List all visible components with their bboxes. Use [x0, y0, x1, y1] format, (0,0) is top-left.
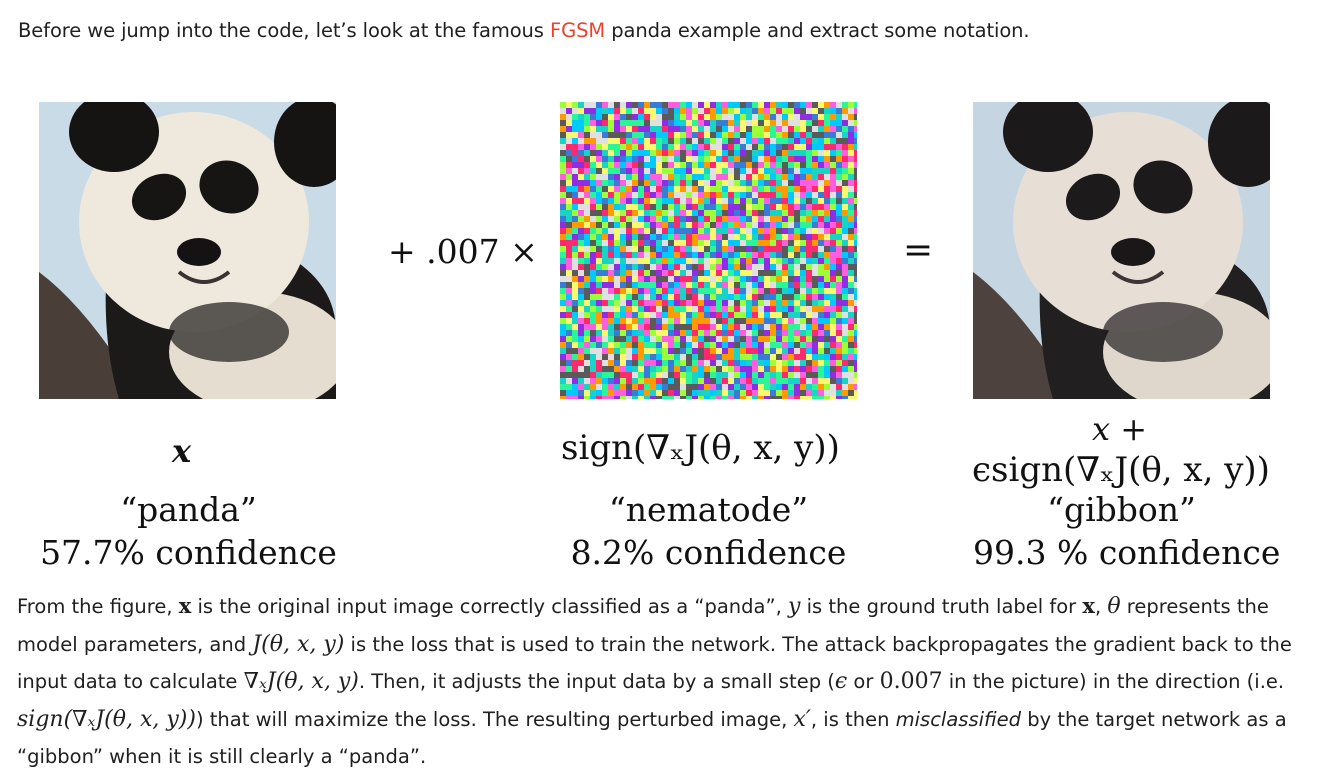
math-y: y — [788, 594, 801, 619]
para-text: represents the model parameters, and — [17, 595, 1269, 656]
adversarial-panda-image — [973, 102, 1270, 399]
noise-image — [560, 102, 857, 399]
operator-plus: + .007 × — [388, 232, 538, 271]
intro-before: Before we jump into the code, let’s look… — [18, 19, 550, 42]
class-nematode: “nematode” — [608, 490, 809, 529]
math-epsilon: ϵ — [834, 669, 848, 694]
math-x: x — [1082, 593, 1095, 618]
para-text: , is then — [810, 707, 896, 731]
para-text: in the picture) in the direction (i.e. — [942, 670, 1285, 693]
para-text: , — [1094, 595, 1108, 618]
label-sign-gradient: sign(∇ₓJ(θ, x, y)) — [561, 428, 840, 468]
intro-after: panda example and extract some notation. — [605, 19, 1030, 42]
label-x-plus: x + — [1092, 410, 1148, 448]
para-text: From the figure, — [17, 595, 179, 618]
para-text: ) that will maximize the loss. The resul… — [195, 707, 794, 731]
confidence-panda: 57.7% confidence — [40, 533, 337, 572]
operator-equals: = — [903, 230, 934, 271]
math-sign: sign(∇ₓJ(θ, x, y)) — [17, 706, 196, 732]
math-theta: θ — [1107, 594, 1121, 619]
math-x: x — [178, 593, 192, 618]
para-text: . Then, it adjusts the input data by a s… — [358, 670, 835, 693]
math-gradient: ∇ₓJ(θ, x, y) — [243, 669, 359, 694]
math-xprime: x′ — [793, 706, 811, 732]
explanation-paragraph: From the figure, x is the original input… — [17, 587, 1317, 776]
label-eps-sign-gradient: ϵsign(∇ₓJ(θ, x, y)) — [972, 450, 1270, 490]
class-panda: “panda” — [120, 490, 257, 529]
para-text: or — [847, 670, 880, 693]
confidence-gibbon: 99.3 % confidence — [973, 533, 1281, 572]
para-text: is the ground truth label for — [800, 595, 1083, 618]
label-x: x — [172, 432, 192, 470]
fgsm-link[interactable]: FGSM — [549, 19, 606, 42]
intro-text: Before we jump into the code, let’s look… — [18, 19, 1030, 42]
para-text: by the target network as a “gibbon” when… — [17, 707, 1287, 769]
math-loss: J(θ, x, y) — [252, 631, 345, 657]
misclassified-emphasis: misclassified — [895, 707, 1021, 731]
class-gibbon: “gibbon” — [1047, 490, 1196, 529]
para-text: is the loss that is used to train the ne… — [17, 632, 1292, 694]
para-text: is the original input image correctly cl… — [191, 595, 788, 618]
panda-image — [39, 102, 336, 399]
math-value: 0.007 — [879, 669, 943, 694]
confidence-nematode: 8.2% confidence — [570, 533, 847, 572]
